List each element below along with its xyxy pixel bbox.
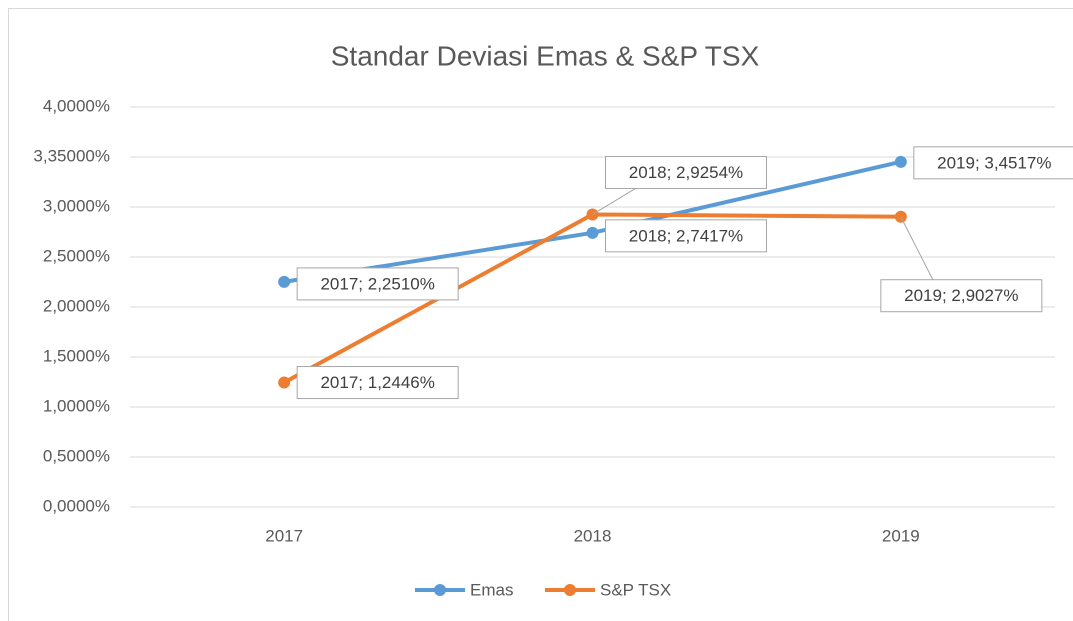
x-tick-label: 2017: [265, 526, 303, 545]
y-tick-label: 0,5000%: [43, 446, 110, 465]
data-label: 2017; 1,2446%: [320, 373, 434, 392]
marker: [278, 275, 291, 288]
chart-frame: [8, 8, 1073, 621]
marker: [278, 376, 291, 389]
data-label: 2019; 3,4517%: [937, 153, 1051, 172]
x-tick-label: 2019: [882, 526, 920, 545]
data-label: 2017; 2,2510%: [320, 274, 434, 293]
label-box: [296, 267, 459, 301]
y-tick-label: 2,5000%: [43, 246, 110, 265]
y-tick-label: 3,0000%: [43, 196, 110, 215]
marker: [586, 226, 599, 239]
marker: [894, 155, 907, 168]
label-box: [605, 219, 767, 253]
y-tick-label: 2,0000%: [43, 296, 110, 315]
data-label: 2019; 2,9027%: [904, 286, 1018, 305]
legend-label: S&P TSX: [600, 580, 671, 599]
label-box: [296, 366, 459, 400]
legend-marker: [564, 584, 576, 596]
label-box: [605, 155, 767, 189]
y-tick-label: 1,5000%: [43, 346, 110, 365]
leader-line: [592, 188, 636, 215]
legend-marker: [434, 584, 446, 596]
legend-label: Emas: [470, 580, 513, 599]
y-tick-label: 0,0000%: [43, 496, 110, 515]
y-tick-label: 4,0000%: [43, 96, 110, 115]
label-box: [880, 279, 1043, 313]
data-label: 2018; 2,7417%: [629, 226, 743, 245]
x-tick-label: 2018: [574, 526, 612, 545]
y-tick-label: 1,0000%: [43, 396, 110, 415]
y-tick-label: 3,35000%: [33, 146, 110, 165]
data-label: 2018; 2,9254%: [629, 163, 743, 182]
leader-line: [900, 216, 934, 280]
chart-title: Standar Deviasi Emas & S&P TSX: [331, 40, 760, 71]
label-box: [913, 146, 1073, 180]
